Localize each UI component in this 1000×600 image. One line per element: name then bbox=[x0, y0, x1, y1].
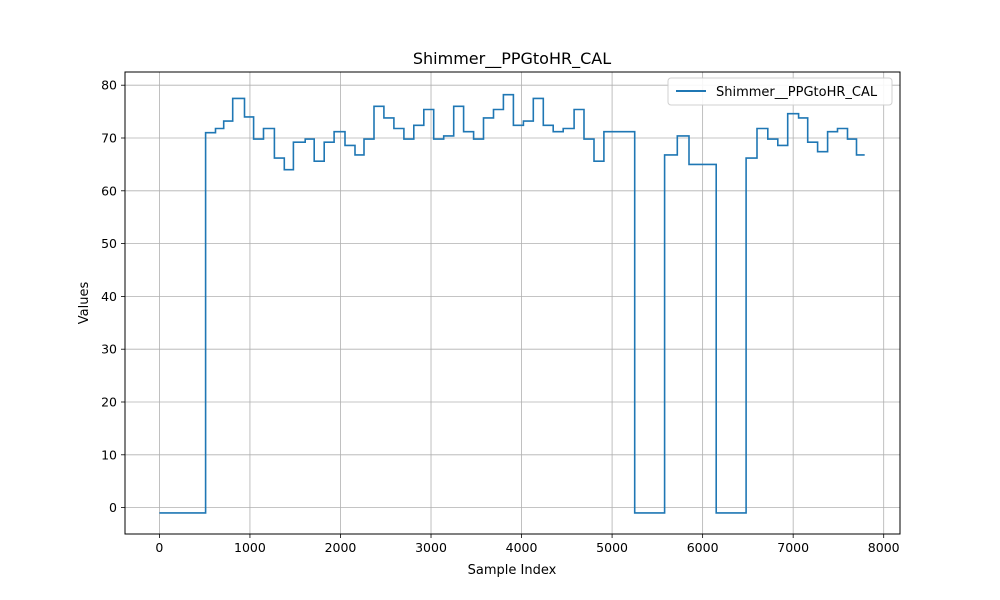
x-tick-label: 1000 bbox=[234, 540, 266, 555]
series-line bbox=[159, 93, 865, 514]
y-tick-label: 70 bbox=[101, 131, 117, 146]
x-tick-label: 2000 bbox=[325, 540, 357, 555]
y-axis-label: Values bbox=[77, 282, 92, 325]
ticks: 0 1000 2000 3000 4000 5000 6000 7000 8000 0 10 20 30… bbox=[101, 78, 900, 555]
x-tick-label: 8000 bbox=[868, 540, 900, 555]
y-tick-label: 0 bbox=[109, 500, 117, 515]
y-tick-label: 30 bbox=[101, 342, 117, 357]
legend: Shimmer__PPGtoHR_CAL bbox=[667, 77, 893, 106]
x-tick-label: 6000 bbox=[687, 540, 719, 555]
x-tick-label: 0 bbox=[155, 540, 163, 555]
x-tick-label: 5000 bbox=[596, 540, 628, 555]
x-tick-label: 4000 bbox=[506, 540, 538, 555]
legend-box bbox=[667, 77, 893, 106]
y-tick-label: 40 bbox=[101, 289, 117, 304]
y-tick-label: 20 bbox=[101, 395, 117, 410]
plot-frame bbox=[124, 71, 901, 535]
y-tick-label: 10 bbox=[101, 447, 117, 462]
series-layer bbox=[159, 93, 865, 514]
x-tick-label: 7000 bbox=[777, 540, 809, 555]
x-axis-label: Sample Index bbox=[468, 563, 557, 578]
y-tick-label: 60 bbox=[101, 183, 117, 198]
legend-entry-label: Shimmer__PPGtoHR_CAL bbox=[716, 85, 878, 100]
y-tick-label: 50 bbox=[101, 236, 117, 251]
grid bbox=[125, 72, 900, 534]
x-tick-label: 3000 bbox=[415, 540, 447, 555]
chart-title: Shimmer__PPGtoHR_CAL bbox=[413, 49, 611, 69]
y-tick-label: 80 bbox=[101, 78, 117, 93]
